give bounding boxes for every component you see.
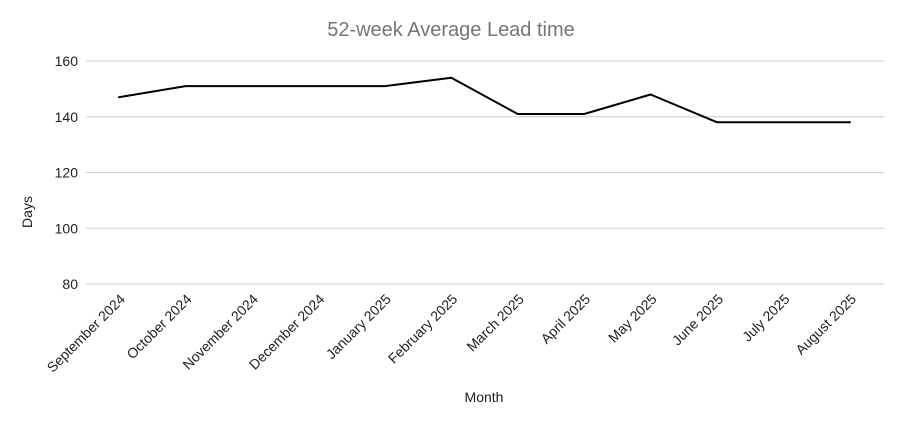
x-tick-label: June 2025 [669, 291, 727, 349]
gridlines [86, 60, 884, 285]
chart-title: 52-week Average Lead time [327, 19, 575, 41]
series-line [118, 76, 851, 124]
x-axis-label: Month [465, 389, 504, 405]
x-tick-label: October 2024 [123, 291, 194, 362]
x-tick-label: February 2025 [385, 291, 461, 367]
y-tick-label: 160 [55, 53, 79, 69]
y-tick-label: 120 [55, 165, 79, 181]
x-tick-label: April 2025 [537, 291, 593, 347]
x-tick-label: July 2025 [739, 291, 793, 345]
x-tick-label: August 2025 [792, 291, 859, 358]
y-axis-label: Days [19, 196, 35, 228]
x-tick-label: January 2025 [323, 291, 394, 362]
y-tick-label: 100 [55, 220, 79, 236]
y-axis-ticks: 80 100 120 140 160 [55, 53, 79, 292]
y-tick-label: 140 [55, 109, 79, 125]
x-tick-label: September 2024 [44, 291, 129, 376]
series-layer [118, 76, 851, 124]
y-tick-label: 80 [62, 276, 78, 292]
x-tick-label: May 2025 [605, 291, 660, 346]
x-tick-label: March 2025 [463, 291, 527, 355]
